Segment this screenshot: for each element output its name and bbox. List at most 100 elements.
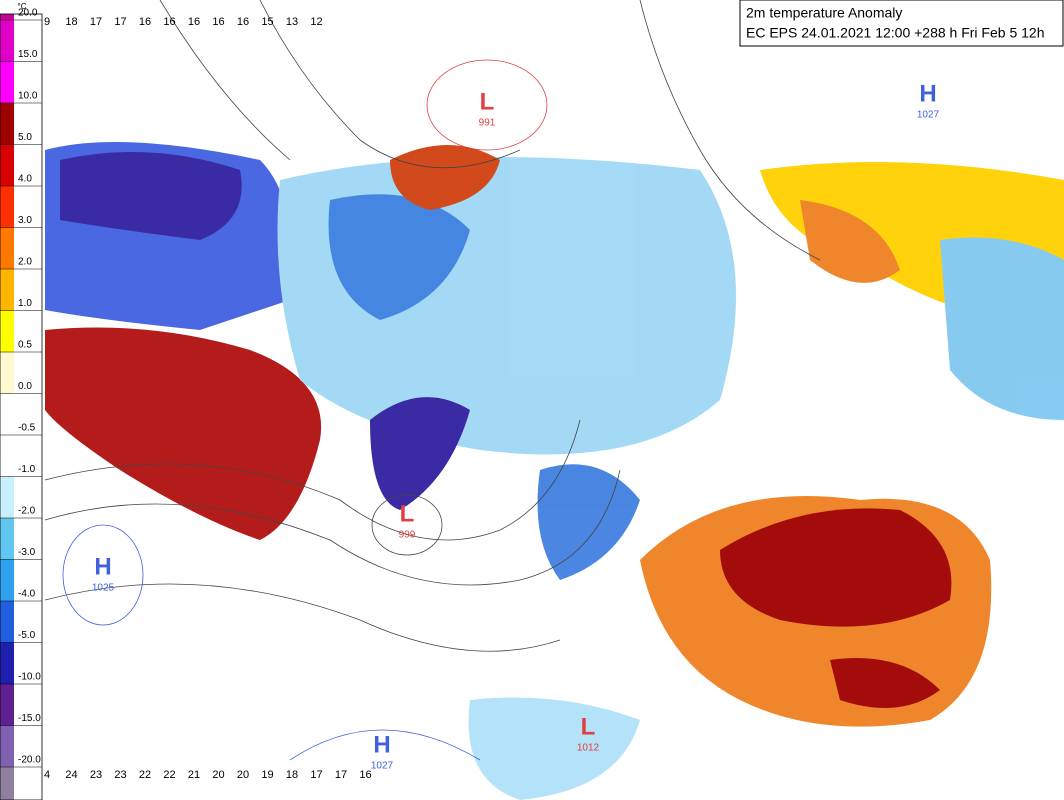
cold-core xyxy=(60,152,242,240)
colorbar-swatch xyxy=(0,642,14,684)
colorbar-label: 2.0 xyxy=(18,257,32,268)
pressure-value: 1027 xyxy=(917,110,940,121)
isobar xyxy=(159,0,291,161)
colorbar-label: -20.0 xyxy=(18,755,41,766)
colorbar-swatch xyxy=(0,476,14,518)
colorbar-label: -0.5 xyxy=(18,423,36,434)
grid-value: 9 xyxy=(44,16,50,28)
warm-area xyxy=(45,327,322,540)
colorbar: °C20.0 15.0 10.0 5.0 4.0 3.0 2.0 1.0 0.5 0.0 -0.5 -… xyxy=(0,2,43,800)
colorbar-swatch xyxy=(0,684,14,726)
title-box: 2m temperature Anomaly EC EPS 24.01.2021… xyxy=(739,0,1064,47)
colorbar-frame xyxy=(0,13,43,800)
subtitle: EC EPS 24.01.2021 12:00 +288 h Fri Feb 5… xyxy=(746,25,1044,41)
colorbar-swatch xyxy=(0,725,14,767)
isobars xyxy=(44,0,821,761)
colorbar-swatch xyxy=(0,559,14,601)
grid-value: 20 xyxy=(237,769,249,781)
colorbar-label: 5.0 xyxy=(18,132,32,143)
grid-value: 18 xyxy=(65,16,77,28)
grid-value: 23 xyxy=(114,769,126,781)
grid-value: 19 xyxy=(261,769,273,781)
title-frame xyxy=(739,0,1064,47)
colorbar-swatch xyxy=(0,14,14,20)
colorbar-swatch xyxy=(0,435,14,477)
grid-value: 4 xyxy=(44,769,50,781)
colorbar-label: 4.0 xyxy=(18,174,32,185)
colorbar-label: 1.0 xyxy=(18,298,32,309)
value-grid: 9 18 17 17 16 16 16 16 16 15 13 12 4 24 23 23 22 22 21 20 20… xyxy=(44,16,372,781)
colorbar-label: -5.0 xyxy=(18,630,36,641)
isobar-low xyxy=(426,59,548,151)
grid-value: 22 xyxy=(139,769,151,781)
pressure-letter: H xyxy=(919,80,936,107)
grid-value: 16 xyxy=(212,16,224,28)
grid-value: 21 xyxy=(188,769,200,781)
colorbar-swatch xyxy=(0,352,14,394)
colorbar-swatch xyxy=(0,393,14,435)
colorbar-swatch xyxy=(0,227,14,269)
grid-value: 17 xyxy=(90,16,102,28)
colorbar-swatch xyxy=(0,144,14,186)
colorbar-swatch xyxy=(0,269,14,311)
pressure-letter: L xyxy=(480,88,495,115)
pressure-centers: L 991 L 999 H 1025 H 1027 H 1027 L 1012 xyxy=(92,80,940,771)
grid-value: 13 xyxy=(286,16,298,28)
grid-value: 22 xyxy=(163,769,175,781)
cold-area-2 xyxy=(328,194,470,320)
grid-value: 23 xyxy=(90,769,102,781)
colorbar-label: -4.0 xyxy=(18,589,36,600)
colorbar-swatch xyxy=(0,310,14,352)
pressure-letter: L xyxy=(581,713,596,740)
warm-area-2 xyxy=(390,145,500,210)
grid-value: 12 xyxy=(310,16,322,28)
grid-value: 16 xyxy=(237,16,249,28)
colorbar-swatch xyxy=(0,103,14,145)
isobar xyxy=(639,0,821,261)
colorbar-swatch xyxy=(0,767,14,800)
pressure-value: 999 xyxy=(399,530,416,541)
colorbar-label: 0.0 xyxy=(18,381,32,392)
grid-value: 16 xyxy=(139,16,151,28)
isobar xyxy=(44,583,561,652)
grid-value: 17 xyxy=(335,769,347,781)
colorbar-label: -3.0 xyxy=(18,547,36,558)
scandinavia-cold xyxy=(537,464,640,580)
isobar-high-2 xyxy=(289,729,481,761)
isobar xyxy=(371,494,443,556)
greenland-cold xyxy=(370,397,470,510)
isobar-high xyxy=(62,524,144,626)
grid-value: 16 xyxy=(188,16,200,28)
warm-area-4 xyxy=(800,200,900,283)
pressure-value: 1027 xyxy=(371,761,394,772)
grid-value: 15 xyxy=(261,16,273,28)
title: 2m temperature Anomaly xyxy=(746,5,902,21)
warm-core-2 xyxy=(830,658,940,708)
grid-value: 24 xyxy=(65,769,77,781)
colorbar-label: -10.0 xyxy=(18,672,41,683)
colorbar-swatch xyxy=(0,186,14,228)
colorbar-label: 15.0 xyxy=(18,49,38,60)
pressure-value: 991 xyxy=(479,118,496,129)
grid-value: 20 xyxy=(212,769,224,781)
warm-core xyxy=(720,508,952,627)
colorbar-swatch xyxy=(0,20,14,62)
colorbar-label: 20.0 xyxy=(18,8,38,19)
colorbar-swatch xyxy=(0,518,14,560)
colorbar-label: 10.0 xyxy=(18,91,38,102)
colorbar-swatch xyxy=(0,61,14,103)
grid-value: 16 xyxy=(163,16,175,28)
colorbar-label: -15.0 xyxy=(18,713,41,724)
isobar xyxy=(44,419,581,541)
grid-value: 18 xyxy=(286,769,298,781)
pressure-letter: H xyxy=(94,553,111,580)
colorbar-label: -2.0 xyxy=(18,506,36,517)
isobar xyxy=(259,0,521,169)
pressure-letter: L xyxy=(400,500,415,527)
grid-value: 17 xyxy=(310,769,322,781)
pressure-value: 1025 xyxy=(92,583,115,594)
grid-value: 17 xyxy=(114,16,126,28)
grid-value: 16 xyxy=(359,769,371,781)
colorbar-swatch xyxy=(0,601,14,643)
